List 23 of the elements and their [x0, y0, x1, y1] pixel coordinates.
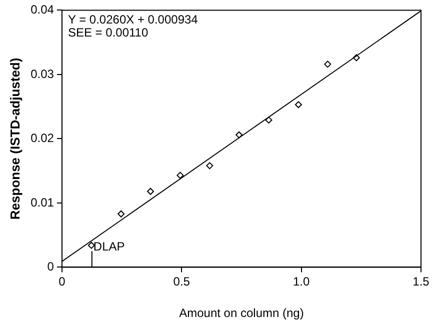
y-axis-title: Response (ISTD-adjusted)	[7, 58, 22, 220]
annotation: DLAP	[93, 239, 125, 254]
x-tick-label: 1.5	[412, 274, 430, 289]
x-tick-label: 0	[58, 274, 66, 289]
point	[236, 131, 243, 138]
point	[118, 210, 125, 218]
y-tick-label: 0.04	[30, 2, 54, 17]
y-tick-label: 0.03	[30, 66, 54, 81]
y-tick-label: 0.01	[30, 195, 54, 210]
point	[176, 172, 184, 179]
x-tick-label: 1.0	[292, 274, 310, 289]
x-tick-label: 0.5	[173, 274, 190, 289]
point	[324, 60, 332, 68]
y-tick-label: 0.02	[30, 131, 54, 146]
annotation: SEE = 0.00110	[68, 26, 148, 40]
y-tick-label: 0	[47, 260, 54, 274]
annotation: Y = 0.0260X + 0.000934	[68, 12, 198, 27]
point	[206, 162, 214, 170]
point	[265, 116, 272, 124]
x-axis-title: Amount on column (ng)	[179, 306, 304, 320]
point	[294, 101, 302, 108]
point	[352, 54, 360, 62]
point	[147, 188, 154, 195]
